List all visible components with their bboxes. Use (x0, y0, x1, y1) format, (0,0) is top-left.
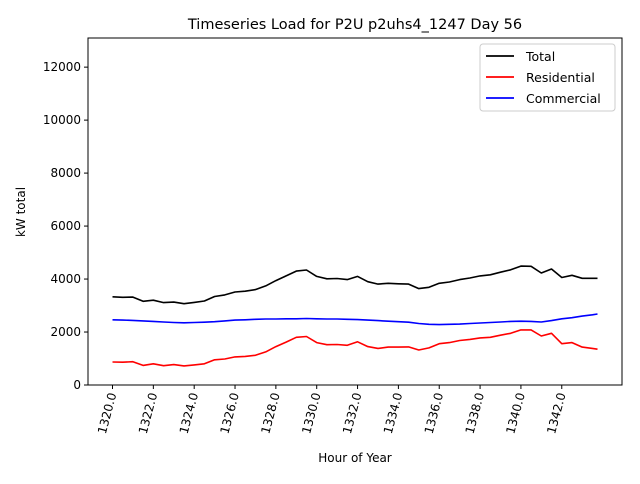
series-line-commercial (112, 313, 598, 326)
x-tick-label: 1320.0 (95, 391, 119, 435)
x-tick-label: 1332.0 (340, 391, 364, 435)
x-tick-label: 1330.0 (299, 391, 323, 435)
x-tick-label: 1322.0 (136, 391, 160, 435)
legend-label-total: Total (525, 49, 555, 64)
y-tick-label: 10000 (43, 113, 81, 127)
legend-label-commercial: Commercial (526, 91, 601, 106)
y-tick-label: 12000 (43, 60, 81, 74)
x-tick-label: 1338.0 (463, 391, 487, 435)
y-tick-label: 2000 (50, 325, 81, 339)
series-line-residential (112, 329, 598, 367)
x-tick-label: 1334.0 (381, 391, 405, 435)
plot-frame (87, 37, 623, 386)
y-tick-label: 0 (73, 378, 81, 392)
x-tick-label: 1342.0 (544, 391, 568, 435)
x-tick-label: 1324.0 (177, 391, 201, 435)
legend-label-residential: Residential (526, 70, 595, 85)
y-axis-label: kW total (14, 187, 28, 237)
x-tick-label: 1336.0 (422, 391, 446, 435)
legend: Total Residential Commercial (479, 43, 616, 112)
x-tick-label: 1328.0 (258, 391, 282, 435)
x-axis-label: Hour of Year (318, 451, 392, 465)
x-tick-label: 1340.0 (503, 391, 527, 435)
y-tick-label: 6000 (50, 219, 81, 233)
y-tick-label: 4000 (50, 272, 81, 286)
legend-box (479, 43, 616, 112)
chart-title: Timeseries Load for P2U p2uhs4_1247 Day … (187, 17, 522, 33)
x-tick-label: 1326.0 (218, 391, 242, 435)
y-tick-label: 8000 (50, 166, 81, 180)
series-line-total (112, 265, 598, 305)
